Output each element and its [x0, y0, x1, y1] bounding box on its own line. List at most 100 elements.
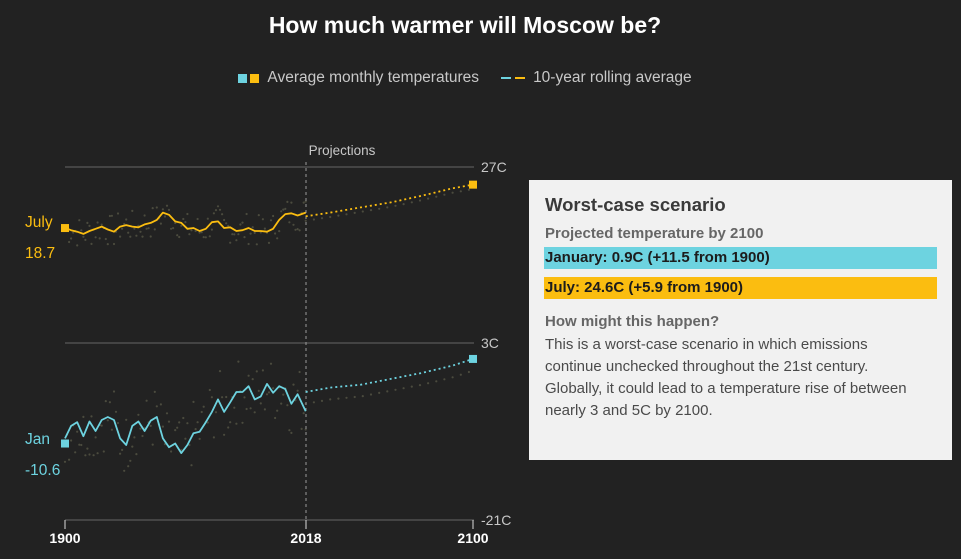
scatter-dot-july — [176, 234, 179, 237]
scatter-dot-july — [233, 233, 236, 236]
scatter-dot-jan — [63, 460, 67, 463]
start-marker-jan — [61, 439, 69, 448]
scatter-dot-july — [190, 229, 193, 232]
scatter-dot-july — [231, 233, 234, 236]
scatter-dot-july — [196, 217, 199, 221]
scatter-dot-jan — [237, 360, 240, 363]
projection-dot-july — [451, 191, 454, 194]
projection-dot-jan — [467, 370, 470, 374]
projection-dot-jan — [410, 385, 413, 388]
scatter-dot-jan — [200, 410, 203, 414]
scenario-panel: Worst-case scenario Projected temperatur… — [529, 180, 952, 460]
scatter-dot-jan — [290, 431, 293, 434]
scatter-dot-jan — [255, 370, 258, 373]
scatter-dot-jan — [190, 464, 193, 467]
legend-monthly: Average monthly temperatures — [238, 69, 479, 87]
scatter-dot-jan — [302, 412, 305, 415]
x-tick-label-1900: 1900 — [49, 530, 80, 546]
scatter-dot-july — [227, 224, 230, 227]
projection-marker: Projections — [305, 143, 376, 520]
scatter-dot-jan — [241, 421, 244, 424]
scatter-dot-july — [198, 231, 201, 234]
panel-title: Worst-case scenario — [545, 194, 726, 215]
scatter-dot-jan — [212, 436, 215, 439]
panel-question: How might this happen? — [545, 313, 720, 330]
series-lines — [61, 180, 477, 455]
scatter-dot-jan — [174, 429, 177, 432]
scatter-dot-july — [216, 205, 220, 208]
projection-dot-jan — [312, 401, 315, 404]
scatter-dot-jan — [265, 393, 269, 396]
legend-monthly-swatch — [238, 73, 260, 83]
projection-dot-july — [386, 206, 389, 209]
scatter-dot-jan — [263, 408, 266, 411]
scatter-dot-jan — [133, 436, 136, 439]
scatter-dot-jan — [176, 426, 179, 429]
scatter-dot-july — [225, 222, 228, 225]
y-tick-labels: 27C 3C -21C — [481, 159, 511, 528]
scatter-dot-july — [188, 233, 191, 236]
projection-line-july — [305, 183, 474, 218]
legend-monthly-label: Average monthly temperatures — [267, 69, 480, 86]
projection-dot-jan — [329, 398, 332, 401]
end-marker-jan — [469, 354, 477, 363]
scatter-dot-july — [267, 241, 271, 244]
scatter-dot-jan — [251, 378, 254, 381]
scatter-dot-jan — [194, 428, 197, 431]
projection-dot-july — [443, 193, 446, 196]
scatter-dot-july — [280, 210, 283, 213]
scatter-dot-jan — [145, 399, 148, 402]
projection-dot-july — [304, 219, 307, 222]
projection-dot-july — [427, 197, 430, 200]
scatter-dot-july — [147, 227, 150, 230]
scatter-dot-july — [108, 214, 111, 218]
scatter-dot-july — [237, 233, 240, 236]
scatter-dot-july — [214, 209, 218, 212]
scatter-dot-july — [149, 235, 152, 238]
scatter-dot-jan — [78, 443, 81, 446]
projection-dot-july — [410, 201, 413, 204]
scatter-dot-july — [84, 238, 87, 241]
scatter-dot-july — [133, 227, 136, 230]
scatter-dot-jan — [94, 436, 97, 439]
scatter-dot-jan — [127, 465, 130, 468]
scatter-dot-jan — [108, 401, 111, 404]
projection-dot-july — [369, 209, 373, 212]
scatter-dot-jan — [149, 424, 152, 427]
projection-dot-jan — [386, 390, 389, 393]
scatter-dot-july — [294, 228, 297, 231]
scatter-dot-jan — [131, 445, 134, 448]
scatter-dot-jan — [186, 422, 189, 425]
projection-dot-july — [312, 218, 315, 221]
scatter-dot-july — [143, 214, 146, 217]
scatter-dot-jan — [229, 421, 232, 424]
scatter-dot-jan — [206, 421, 209, 424]
scatter-dot-july — [172, 227, 175, 230]
scatter-dot-july — [163, 215, 167, 218]
scatter-dot-jan — [114, 410, 118, 413]
scatter-dot-jan — [298, 370, 301, 374]
projection-dot-jan — [378, 391, 381, 394]
scatter-dot-july — [104, 237, 107, 241]
scatter-dot-july — [249, 232, 252, 235]
scatter-dot-jan — [96, 452, 99, 455]
x-tick-label-2100: 2100 — [457, 530, 488, 546]
panel-subtitle: Projected temperature by 2100 — [545, 225, 764, 242]
scatter-dot-july — [131, 209, 134, 212]
scatter-dot-july — [194, 229, 197, 233]
scatter-dot-jan — [110, 428, 113, 431]
scatter-dot-jan — [276, 409, 279, 412]
projection-dot-july — [467, 188, 470, 191]
scatter-dot-jan — [286, 404, 289, 407]
scatter-dot-jan — [106, 419, 109, 422]
scatter-dot-jan — [86, 447, 89, 450]
scatter-dot-jan — [135, 453, 138, 456]
legend-rolling: 10-year rolling average — [501, 69, 692, 87]
projection-dot-july — [435, 195, 438, 198]
scatter-dot-jan — [84, 454, 87, 457]
scatter-dot-jan — [214, 411, 218, 414]
scatter-dot-july — [121, 227, 124, 230]
scatter-dot-july — [208, 235, 211, 238]
scatter-dot-jan — [112, 390, 116, 393]
legend-july-dash-icon — [515, 77, 526, 79]
